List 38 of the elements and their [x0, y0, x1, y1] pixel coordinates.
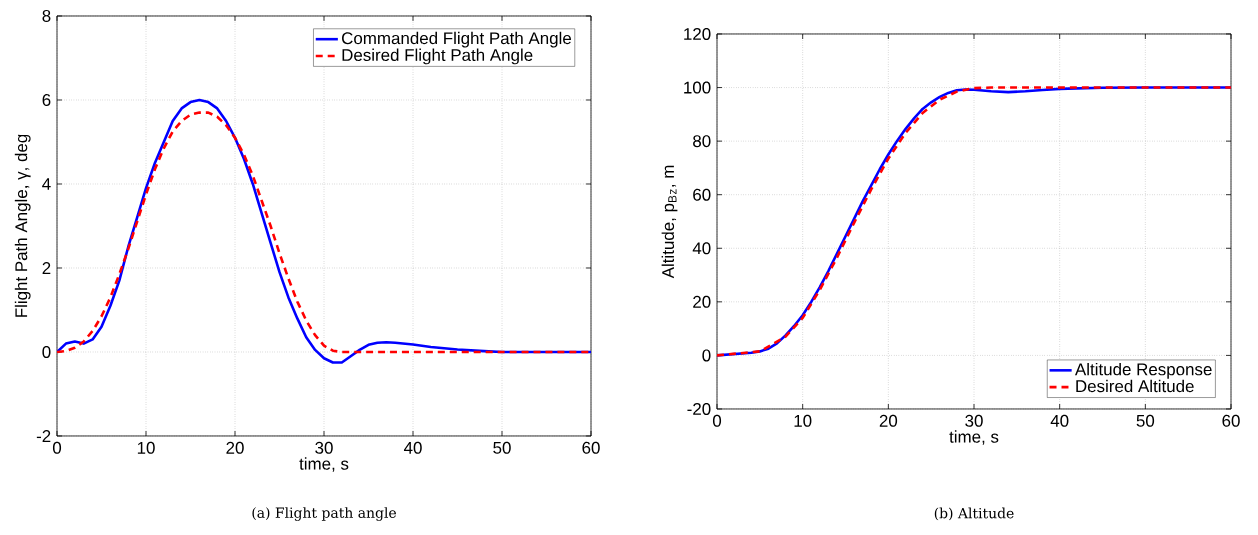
y-tick-label: 4 — [42, 178, 51, 190]
legend-label: Commanded Flight Path Angle — [342, 31, 572, 48]
y-tick-label: 100 — [684, 81, 711, 94]
x-tick-label: 40 — [1050, 414, 1069, 427]
y-tick-label: 0 — [702, 349, 711, 362]
y-tick-label: -20 — [687, 402, 711, 415]
x-tick-label: 50 — [493, 441, 511, 454]
x-tick-label: 10 — [137, 441, 155, 454]
y-tick-label: 6 — [42, 93, 51, 106]
y-tick-label: 8 — [42, 9, 51, 22]
x-axis-title: time, s — [949, 430, 999, 445]
y-tick-label: 40 — [692, 242, 711, 255]
y-tick-label: 80 — [693, 135, 711, 148]
y-axis-title: Altitude, p$_{Bz}$, m — [661, 165, 678, 279]
x-axis-title: time, s — [299, 457, 349, 472]
y-tick-label: 120 — [684, 27, 711, 40]
legend-label: Altitude Response — [1074, 362, 1212, 379]
legend-label: Desired Altitude — [1076, 379, 1194, 393]
x-tick-label: 20 — [879, 414, 898, 427]
x-tick-label: 60 — [1222, 414, 1240, 427]
y-tick-label: 60 — [693, 188, 711, 201]
y-tick-label: 0 — [42, 345, 51, 358]
y-tick-label: 20 — [693, 295, 711, 308]
x-tick-label: 0 — [52, 441, 62, 454]
x-tick-label: 60 — [582, 441, 600, 454]
x-tick-label: 20 — [226, 441, 244, 454]
legend-label: Desired Flight Path Angle — [342, 48, 533, 65]
x-tick-label: 10 — [794, 414, 812, 427]
x-tick-label: 0 — [712, 414, 722, 427]
x-tick-label: 40 — [403, 441, 422, 454]
y-tick-label: 2 — [42, 262, 51, 274]
x-tick-label: 30 — [965, 414, 983, 427]
y-axis-title: Flight Path Angle, γ, deg — [14, 134, 31, 317]
text: (b) Altitude — [934, 507, 1014, 521]
text: (a) Flight path angle — [252, 507, 396, 521]
y-tick-label: -2 — [36, 430, 51, 442]
x-tick-label: 50 — [1136, 414, 1155, 427]
x-tick-label: 30 — [315, 441, 333, 454]
